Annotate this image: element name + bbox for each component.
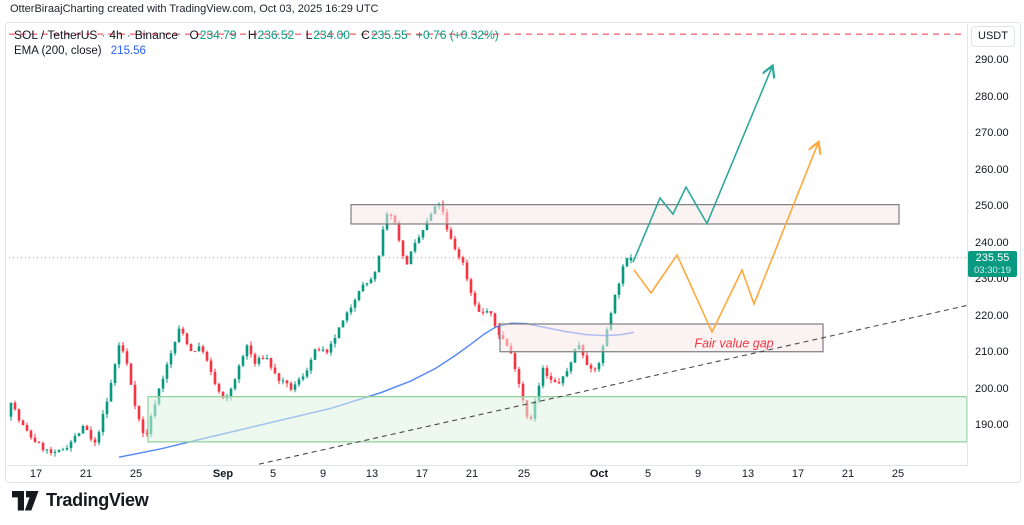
current-price-badge: 235.55 03:30:19 xyxy=(968,250,1017,277)
time-tick-label: 21 xyxy=(841,468,855,480)
price-tick-label: 240.00 xyxy=(975,236,1009,249)
footer-brand[interactable]: TradingView xyxy=(12,490,149,511)
high-value: 236.52 xyxy=(257,28,295,42)
price-chart-canvas[interactable]: Fair value gap xyxy=(7,24,968,465)
time-tick-label: 17 xyxy=(29,468,43,480)
alternative-projection-arrow[interactable] xyxy=(633,143,818,334)
fair-value-gap-label[interactable]: Fair value gap xyxy=(694,337,773,351)
price-tick-label: 210.00 xyxy=(975,346,1009,358)
time-tick-label: 17 xyxy=(791,468,805,480)
time-tick-label: 25 xyxy=(891,468,905,480)
price-tick-label: 190.00 xyxy=(975,419,1009,431)
time-tick-label: 5 xyxy=(269,468,277,480)
price-axis[interactable]: USDT 290.00 280.00 270.00 260.00 250.00 240.0… xyxy=(967,24,1019,465)
time-tick-label: 13 xyxy=(365,468,379,480)
separator-dot: · xyxy=(126,28,131,42)
price-tick-label: 270.00 xyxy=(975,127,1009,139)
time-axis[interactable]: 17 21 25 Sep 5 9 13 17 21 25 Oct 5 9 13 17 21 25 xyxy=(7,465,968,481)
badge-price: 235.55 xyxy=(975,251,1010,264)
open-label: O xyxy=(189,28,199,42)
ema-label: EMA (200, close) xyxy=(14,45,102,57)
demand-zone[interactable] xyxy=(147,396,968,443)
price-tick-label: 260.00 xyxy=(975,163,1009,176)
time-tick-label: 25 xyxy=(129,468,143,480)
time-tick-label: 9 xyxy=(319,468,327,480)
low-value: 234.00 xyxy=(313,28,350,42)
time-tick-label: 21 xyxy=(79,468,93,480)
price-tick-label: 220.00 xyxy=(975,309,1009,322)
time-tick-label: Oct xyxy=(589,468,609,480)
bullish-projection-arrow[interactable] xyxy=(632,67,772,263)
badge-countdown: 03:30:19 xyxy=(974,264,1011,276)
price-tick-label: 280.00 xyxy=(975,90,1009,103)
time-tick-label: 5 xyxy=(644,468,652,480)
chart-legend: SOL / TetherUS · 4h · Binance O234.79 H236.5… xyxy=(14,27,499,59)
time-tick-label: 21 xyxy=(465,468,479,480)
high-label: H xyxy=(247,28,257,42)
footer-brand-text: TradingView xyxy=(46,490,149,510)
exchange-label: Binance xyxy=(134,28,179,42)
close-value: 235.55 xyxy=(370,28,408,42)
ema-value: 215.56 xyxy=(110,45,146,57)
time-tick-label: 17 xyxy=(415,468,429,480)
supply-zone[interactable] xyxy=(350,204,900,225)
change-value: +0.76 (+0.32%) xyxy=(416,28,499,42)
open-value: 234.79 xyxy=(199,28,237,42)
price-tick-label: 290.00 xyxy=(975,54,1009,66)
time-tick-label: 9 xyxy=(694,468,702,480)
separator-dot: · xyxy=(101,28,106,42)
symbol-legend-row[interactable]: SOL / TetherUS · 4h · Binance O234.79 H236.5… xyxy=(14,27,499,43)
ema-legend-row[interactable]: EMA (200, close) 215.56 xyxy=(14,43,499,59)
chart-widget: Fair value gap SOL / TetherUS · 4h · Binance… xyxy=(5,22,1021,483)
attribution-text: OtterBiraajCharting created with Trading… xyxy=(10,3,379,15)
dashed-trendline[interactable] xyxy=(258,304,968,465)
time-tick-label: 13 xyxy=(741,468,755,480)
time-tick-label: Sep xyxy=(212,468,234,480)
low-label: L xyxy=(305,28,313,42)
tradingview-logo-icon xyxy=(12,490,39,510)
interval-label: 4h xyxy=(109,28,123,42)
time-tick-label: 25 xyxy=(517,468,531,480)
price-tick-label: 200.00 xyxy=(975,382,1009,395)
currency-toggle-button[interactable]: USDT xyxy=(971,26,1015,47)
close-label: C xyxy=(361,28,370,42)
fair-value-gap-zone[interactable]: Fair value gap xyxy=(499,323,824,353)
symbol-title: SOL / TetherUS xyxy=(14,28,98,42)
price-tick-label: 250.00 xyxy=(975,200,1009,212)
